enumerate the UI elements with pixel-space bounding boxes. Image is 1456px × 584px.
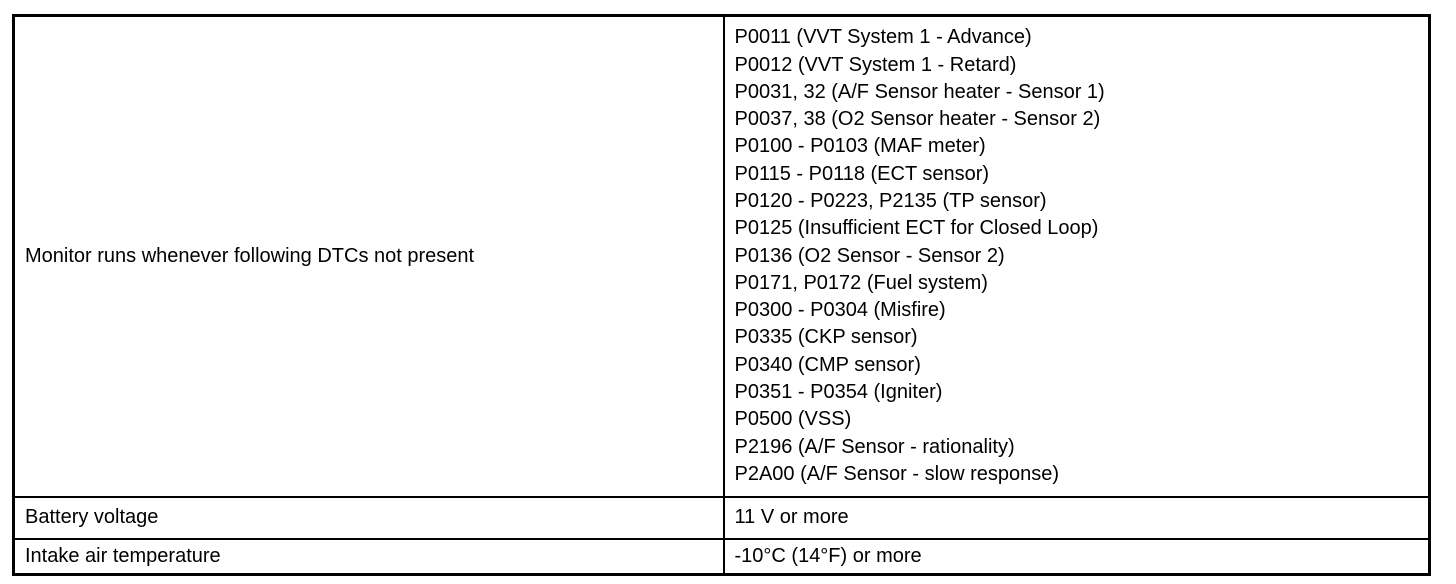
table-row-dtc-conditions: Monitor runs whenever following DTCs not… <box>12 14 1431 498</box>
table-row-intake-air-temperature: Intake air temperature -10°C (14°F) or m… <box>12 537 1431 576</box>
dtc-list-cell: P0011 (VVT System 1 - Advance) P0012 (VV… <box>722 14 1431 498</box>
condition-label-cell: Battery voltage <box>12 495 725 540</box>
condition-value-cell: -10°C (14°F) or more <box>722 537 1431 576</box>
monitor-conditions-table: Monitor runs whenever following DTCs not… <box>12 14 1431 576</box>
condition-label-cell: Monitor runs whenever following DTCs not… <box>12 14 725 498</box>
condition-value-cell: 11 V or more <box>722 495 1431 540</box>
condition-label-cell: Intake air temperature <box>12 537 725 576</box>
table-row-battery-voltage: Battery voltage 11 V or more <box>12 495 1431 540</box>
